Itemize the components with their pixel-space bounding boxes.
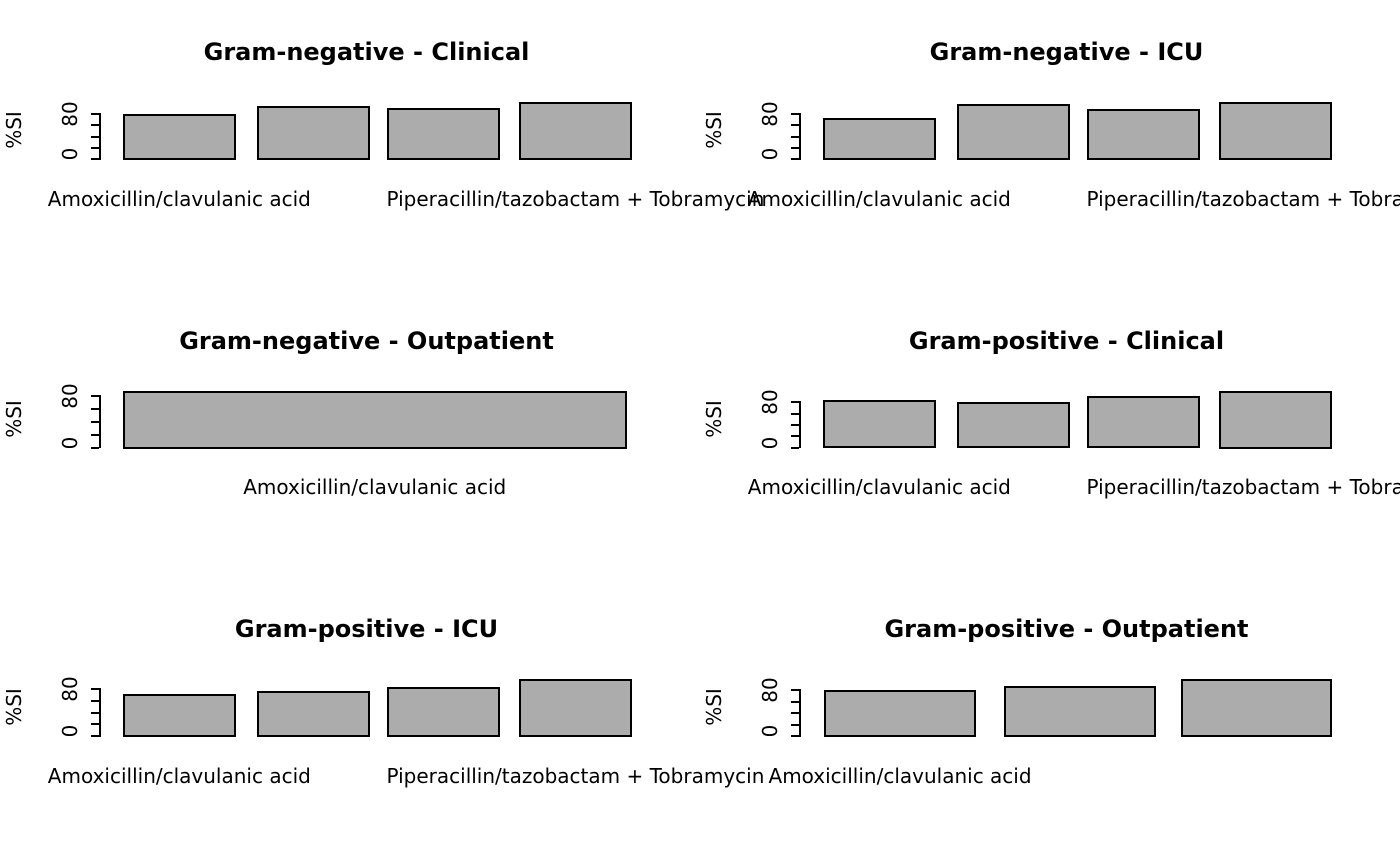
y-tick-label-80: 80: [758, 677, 782, 704]
x-tick-label: Amoxicillin/clavulanic acid: [747, 475, 1011, 499]
y-axis-tick: [791, 446, 799, 449]
bar-3: [1180, 679, 1332, 737]
y-tick-label-80: 80: [758, 101, 782, 127]
y-axis-tick: [791, 723, 799, 726]
y-axis-line: [99, 688, 101, 737]
bar-2: [1004, 686, 1156, 737]
y-tick-label-80: 80: [758, 389, 782, 415]
y-axis-tick: [791, 412, 799, 415]
y-tick-label-80: 80: [58, 676, 82, 703]
y-axis-tick: [91, 735, 99, 737]
y-axis-tick: [91, 420, 99, 423]
y-axis-label: %SI: [2, 688, 26, 726]
bar-1: [822, 400, 936, 449]
y-axis-tick: [91, 446, 99, 449]
bar-1: [122, 693, 236, 737]
bar-3: [387, 107, 501, 160]
bar-4: [1218, 390, 1332, 449]
x-tick-label: Piperacillin/tazobactam + Tobramycin: [1086, 475, 1400, 499]
y-axis-tick: [91, 407, 99, 410]
y-tick-label-80: 80: [58, 101, 82, 127]
y-tick-label-0: 0: [58, 436, 82, 449]
y-axis-tick: [91, 700, 99, 702]
x-tick-label: Piperacillin/tazobactam + Tobramycin: [386, 763, 765, 788]
y-axis-tick: [91, 711, 99, 714]
y-axis-tick: [91, 146, 99, 149]
y-axis-tick: [791, 135, 799, 138]
y-axis-tick: [91, 395, 99, 397]
y-axis-tick: [91, 135, 99, 138]
y-axis-tick: [91, 433, 99, 436]
bar-4: [518, 102, 632, 160]
panel-title: Gram-positive - Clinical: [908, 326, 1225, 355]
y-axis-tick: [91, 113, 99, 116]
x-tick-label: Piperacillin/tazobactam + Tobramycin: [1086, 186, 1400, 211]
bar-3: [387, 686, 501, 737]
y-axis-tick: [791, 124, 799, 127]
y-axis-tick: [91, 723, 99, 726]
y-axis-line: [99, 395, 101, 449]
bar-2: [256, 106, 370, 160]
bar-2: [956, 401, 1070, 449]
panel-title: Gram-positive - ICU: [234, 615, 499, 643]
y-axis-tick: [791, 146, 799, 149]
y-axis-label: %SI: [702, 111, 726, 149]
y-tick-label-0: 0: [58, 724, 82, 738]
y-axis-label: %SI: [702, 688, 726, 726]
y-axis-tick: [791, 423, 799, 426]
y-axis-tick: [91, 158, 99, 160]
y-axis-tick: [791, 689, 799, 692]
y-axis-line: [799, 113, 801, 160]
bar-2: [256, 691, 370, 737]
y-axis-tick: [91, 688, 99, 691]
x-tick-label: Piperacillin/tazobactam + Tobramycin: [386, 186, 765, 211]
x-tick-label: Amoxicillin/clavulanic acid: [47, 763, 311, 788]
y-axis-line: [799, 401, 801, 449]
y-axis-line: [799, 689, 801, 737]
bar-3: [1087, 395, 1201, 449]
y-axis-tick: [791, 158, 799, 160]
bar-3: [1087, 108, 1201, 160]
bar-4: [1218, 102, 1332, 160]
bar-1: [122, 390, 627, 449]
x-tick-label: Amoxicillin/clavulanic acid: [768, 763, 1032, 788]
x-tick-label: Amoxicillin/clavulanic acid: [747, 186, 1011, 211]
y-axis-label: %SI: [2, 111, 26, 149]
bar-1: [122, 113, 236, 160]
bar-1: [824, 689, 976, 737]
y-tick-label-0: 0: [758, 436, 782, 449]
panel-title: Gram-positive - Outpatient: [884, 615, 1249, 643]
y-tick-label-0: 0: [758, 724, 782, 738]
y-axis-tick: [791, 735, 799, 737]
y-axis-label: %SI: [2, 399, 26, 438]
panel-title: Gram-negative - Outpatient: [179, 326, 554, 355]
x-tick-label: Amoxicillin/clavulanic acid: [243, 475, 507, 499]
y-tick-label-0: 0: [758, 147, 782, 161]
y-axis-tick: [91, 124, 99, 127]
bar-2: [956, 104, 1070, 160]
y-axis-tick: [791, 113, 799, 116]
y-tick-label-0: 0: [58, 147, 82, 161]
y-tick-label-80: 80: [58, 383, 82, 409]
bar-1: [822, 118, 936, 160]
panel-title: Gram-negative - ICU: [929, 38, 1204, 66]
y-axis-tick: [791, 401, 799, 404]
x-tick-label: Amoxicillin/clavulanic acid: [47, 186, 311, 211]
y-axis-tick: [791, 712, 799, 715]
y-axis-tick: [791, 700, 799, 703]
panel-title: Gram-negative - Clinical: [203, 38, 530, 66]
y-axis-tick: [791, 435, 799, 438]
bar-4: [518, 679, 632, 737]
y-axis-label: %SI: [702, 399, 726, 438]
y-axis-line: [99, 113, 101, 160]
